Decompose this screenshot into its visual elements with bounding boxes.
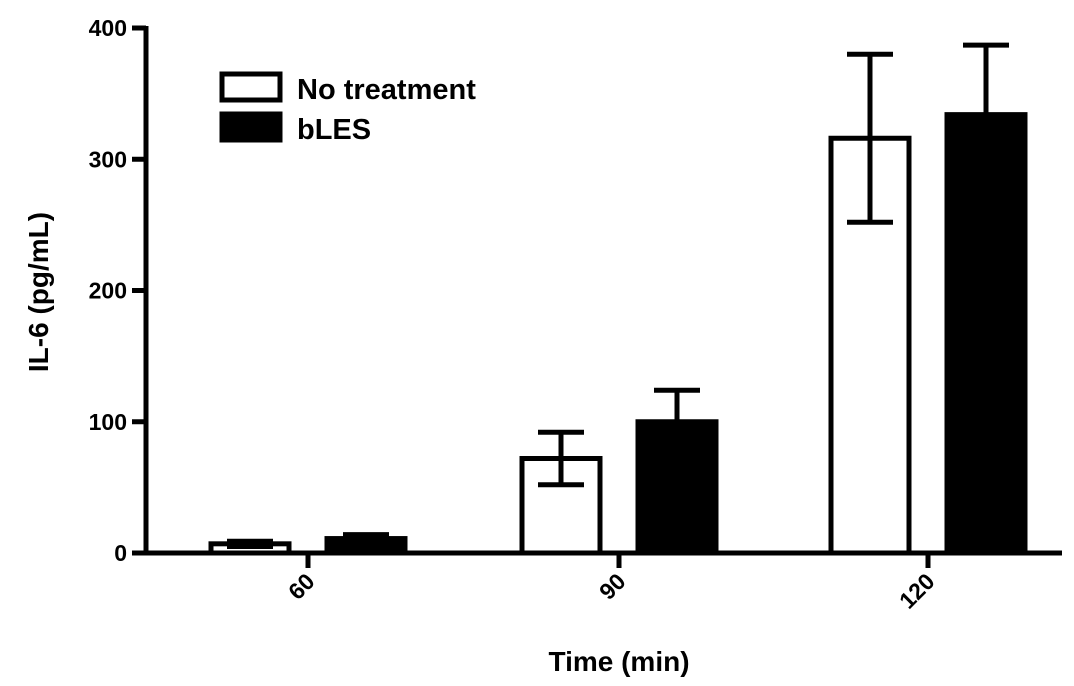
- y-tick-label: 400: [89, 15, 127, 41]
- y-tick-label: 200: [89, 278, 127, 304]
- x-axis-title: Time (min): [548, 646, 689, 677]
- bar-bles-90: [635, 419, 719, 556]
- legend-swatch-bles: [219, 111, 283, 143]
- legend-swatch-no-treatment: [219, 71, 283, 103]
- y-axis-title: IL-6 (pg/mL): [23, 212, 54, 372]
- y-tick-label: 100: [89, 409, 127, 435]
- y-tick-label: 300: [89, 146, 127, 172]
- x-tick-label: 90: [594, 568, 630, 604]
- bar-bles-120: [944, 112, 1028, 556]
- x-tick-label: 60: [283, 568, 319, 604]
- error-bars-layer: [227, 42, 1009, 549]
- legend-label-no-treatment: No treatment: [297, 74, 476, 106]
- legend-label-bles: bLES: [297, 114, 371, 146]
- legend: No treatment bLES: [219, 71, 476, 146]
- x-tick-label: 120: [894, 568, 940, 614]
- bars-layer: [208, 112, 1028, 556]
- y-tick-label: 0: [114, 540, 127, 566]
